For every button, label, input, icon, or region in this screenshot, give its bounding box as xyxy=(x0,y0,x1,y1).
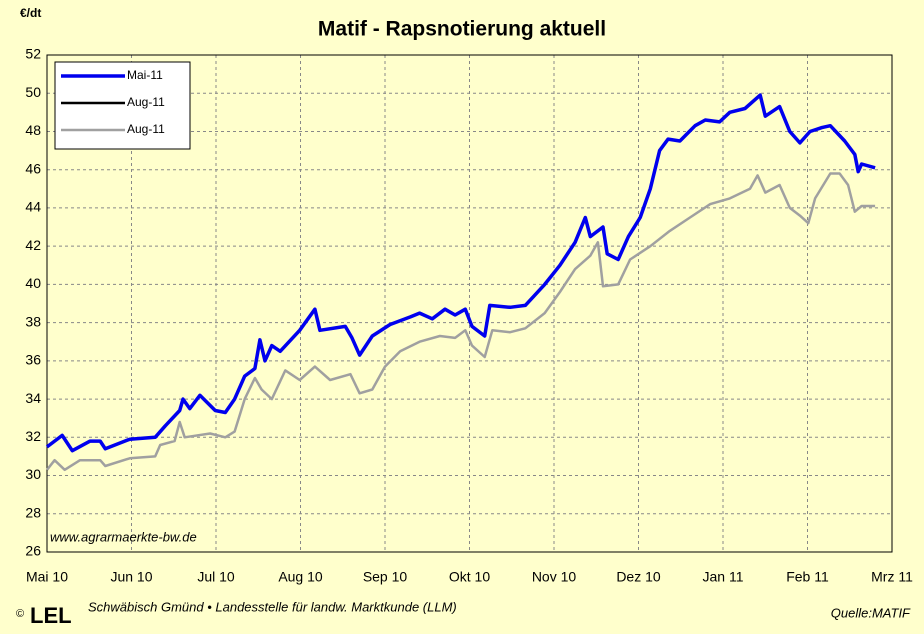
x-tick-label: Mrz 11 xyxy=(871,569,913,585)
legend-label: Aug-11 xyxy=(127,95,165,109)
y-tick-label: 52 xyxy=(25,46,41,62)
x-tick-label: Sep 10 xyxy=(363,569,408,585)
y-tick-label: 34 xyxy=(25,390,41,406)
y-tick-label: 40 xyxy=(25,275,41,291)
copyright: © xyxy=(16,608,24,620)
x-tick-label: Jun 10 xyxy=(110,569,152,585)
source: Quelle:MATIF xyxy=(831,605,911,620)
watermark: www.agrarmaerkte-bw.de xyxy=(50,529,197,544)
y-tick-label: 38 xyxy=(25,313,41,329)
x-tick-label: Okt 10 xyxy=(449,569,490,585)
y-tick-label: 28 xyxy=(25,504,41,520)
y-tick-label: 46 xyxy=(25,160,41,176)
x-tick-label: Aug 10 xyxy=(278,569,323,585)
x-tick-label: Jul 10 xyxy=(197,569,235,585)
footer: Schwäbisch Gmünd • Landesstelle für land… xyxy=(88,599,457,614)
logo: LEL xyxy=(30,603,72,628)
series-line xyxy=(46,172,876,472)
y-tick-label: 32 xyxy=(25,428,41,444)
x-tick-label: Dez 10 xyxy=(616,569,661,585)
x-tick-label: Nov 10 xyxy=(532,569,577,585)
y-tick-label: 50 xyxy=(25,84,41,100)
y-tick-label: 26 xyxy=(25,543,41,559)
y-tick-label: 30 xyxy=(25,466,41,482)
x-tick-label: Feb 11 xyxy=(786,569,829,585)
y-tick-label: 44 xyxy=(25,199,41,215)
y-tick-label: 42 xyxy=(25,237,41,253)
chart-title: Matif - Rapsnotierung aktuell xyxy=(318,18,606,41)
y-tick-label: 48 xyxy=(25,122,41,138)
y-axis-label: €/dt xyxy=(20,6,41,20)
x-tick-label: Mai 10 xyxy=(26,569,68,585)
legend-label: Mai-11 xyxy=(127,68,163,82)
y-tick-label: 36 xyxy=(25,352,41,368)
x-tick-label: Jan 11 xyxy=(703,569,744,585)
legend-label: Aug-11 xyxy=(127,122,165,136)
plot-border xyxy=(46,54,893,553)
series-line xyxy=(45,93,876,453)
